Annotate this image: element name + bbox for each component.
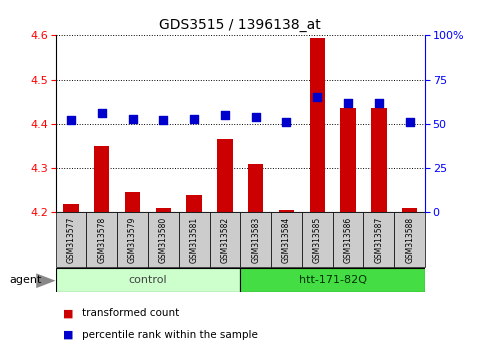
Text: htt-171-82Q: htt-171-82Q bbox=[298, 275, 367, 285]
Bar bbox=[94, 146, 110, 212]
Point bbox=[344, 100, 352, 105]
Text: GSM313584: GSM313584 bbox=[282, 217, 291, 263]
Bar bbox=[86, 212, 117, 267]
Bar bbox=[56, 268, 241, 292]
Bar bbox=[148, 212, 179, 267]
Point bbox=[283, 119, 290, 125]
Bar bbox=[333, 212, 364, 267]
Point bbox=[128, 116, 136, 121]
Bar bbox=[341, 108, 356, 212]
Point bbox=[406, 119, 413, 125]
Bar bbox=[156, 208, 171, 212]
Text: GSM313581: GSM313581 bbox=[190, 217, 199, 263]
Bar bbox=[371, 108, 386, 212]
Bar bbox=[279, 210, 294, 212]
Bar bbox=[217, 139, 233, 212]
Bar bbox=[248, 164, 263, 212]
Bar bbox=[364, 212, 394, 267]
Bar bbox=[125, 193, 140, 212]
Title: GDS3515 / 1396138_at: GDS3515 / 1396138_at bbox=[159, 18, 321, 32]
Bar bbox=[179, 212, 210, 267]
Text: GSM313585: GSM313585 bbox=[313, 217, 322, 263]
Point bbox=[67, 118, 75, 123]
Text: GSM313582: GSM313582 bbox=[220, 217, 229, 263]
Text: percentile rank within the sample: percentile rank within the sample bbox=[82, 330, 258, 339]
Bar bbox=[63, 204, 79, 212]
Bar bbox=[117, 212, 148, 267]
Text: control: control bbox=[128, 275, 167, 285]
Text: ■: ■ bbox=[63, 330, 73, 339]
Polygon shape bbox=[36, 273, 56, 288]
Bar bbox=[240, 212, 271, 267]
Text: GSM313579: GSM313579 bbox=[128, 217, 137, 263]
Text: GSM313588: GSM313588 bbox=[405, 217, 414, 263]
Bar bbox=[186, 195, 202, 212]
Bar bbox=[210, 212, 240, 267]
Bar bbox=[394, 212, 425, 267]
Point bbox=[313, 95, 321, 100]
Bar bbox=[402, 208, 417, 212]
Bar bbox=[240, 268, 425, 292]
Text: GSM313577: GSM313577 bbox=[67, 217, 75, 263]
Point bbox=[98, 110, 106, 116]
Point bbox=[159, 118, 167, 123]
Text: GSM313580: GSM313580 bbox=[159, 217, 168, 263]
Text: ■: ■ bbox=[63, 308, 73, 318]
Point bbox=[221, 112, 229, 118]
Text: transformed count: transformed count bbox=[82, 308, 179, 318]
Point bbox=[375, 100, 383, 105]
Bar bbox=[310, 38, 325, 212]
Text: agent: agent bbox=[10, 275, 42, 285]
Bar bbox=[56, 212, 86, 267]
Text: GSM313586: GSM313586 bbox=[343, 217, 353, 263]
Bar bbox=[302, 212, 333, 267]
Point bbox=[252, 114, 259, 120]
Text: GSM313587: GSM313587 bbox=[374, 217, 384, 263]
Bar bbox=[271, 212, 302, 267]
Point bbox=[190, 116, 198, 121]
Text: GSM313583: GSM313583 bbox=[251, 217, 260, 263]
Text: GSM313578: GSM313578 bbox=[97, 217, 106, 263]
